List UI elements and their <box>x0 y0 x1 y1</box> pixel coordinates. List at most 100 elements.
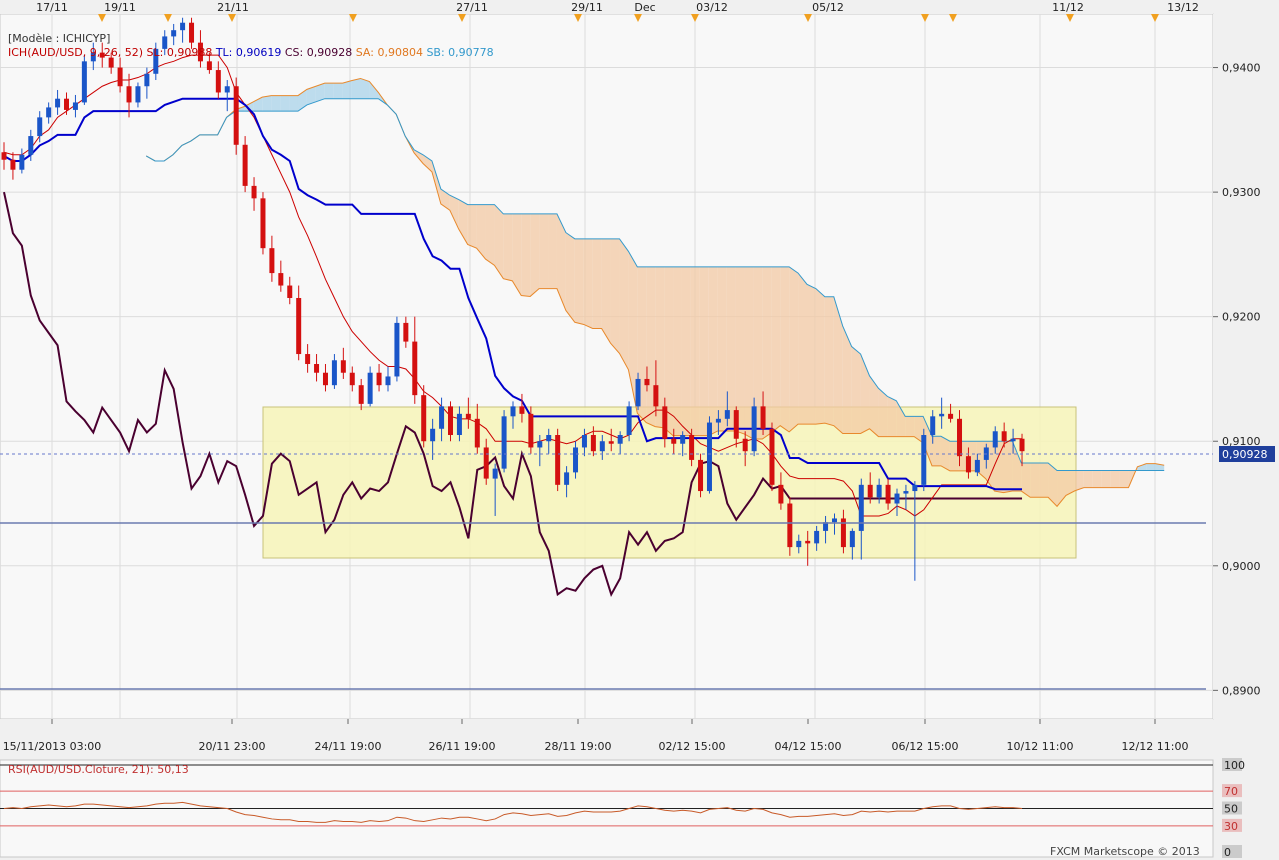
candle[interactable] <box>555 428 561 492</box>
candle[interactable] <box>948 403 954 423</box>
candle[interactable] <box>474 403 480 454</box>
candle[interactable] <box>340 347 346 379</box>
event-marker[interactable] <box>1066 14 1074 22</box>
candle[interactable] <box>322 364 328 392</box>
candle[interactable] <box>787 497 793 556</box>
candle[interactable] <box>644 366 650 392</box>
candle[interactable] <box>590 426 596 457</box>
candle[interactable] <box>215 61 221 99</box>
candle[interactable] <box>483 438 489 485</box>
candle[interactable] <box>930 410 936 444</box>
candle[interactable] <box>831 513 837 535</box>
candle[interactable] <box>573 441 579 479</box>
candle[interactable] <box>206 52 212 74</box>
candle[interactable] <box>537 435 543 467</box>
candle[interactable] <box>90 42 96 71</box>
candle[interactable] <box>37 111 43 143</box>
candle[interactable] <box>1 142 7 170</box>
candle[interactable] <box>546 428 552 454</box>
candle[interactable] <box>635 372 641 411</box>
candle[interactable] <box>189 17 195 49</box>
candle[interactable] <box>153 42 159 81</box>
candle[interactable] <box>564 466 570 498</box>
candle[interactable] <box>680 431 686 457</box>
time-axis[interactable] <box>0 719 1213 757</box>
candle[interactable] <box>698 453 704 498</box>
event-marker[interactable] <box>574 14 582 22</box>
event-marker[interactable] <box>228 14 236 22</box>
candle[interactable] <box>840 509 846 554</box>
candle[interactable] <box>1001 422 1007 448</box>
candle[interactable] <box>903 484 909 510</box>
candle[interactable] <box>733 406 739 448</box>
candle[interactable] <box>305 344 311 373</box>
candle[interactable] <box>957 410 963 467</box>
candle[interactable] <box>796 534 802 554</box>
candle[interactable] <box>171 23 177 46</box>
event-marker[interactable] <box>804 14 812 22</box>
candle[interactable] <box>385 366 391 392</box>
candle[interactable] <box>412 316 418 404</box>
candle[interactable] <box>706 416 712 494</box>
candle[interactable] <box>314 354 320 382</box>
candle[interactable] <box>805 530 811 566</box>
event-marker[interactable] <box>949 14 957 22</box>
candle[interactable] <box>814 525 820 551</box>
event-marker[interactable] <box>1151 14 1159 22</box>
candle[interactable] <box>715 410 721 436</box>
tenkan-line[interactable] <box>3 54 1023 517</box>
candle[interactable] <box>287 276 293 305</box>
kijun-line[interactable] <box>3 97 1023 491</box>
candle[interactable] <box>742 431 748 467</box>
candle[interactable] <box>894 488 900 516</box>
candle[interactable] <box>242 136 248 193</box>
candle[interactable] <box>99 42 105 68</box>
candle[interactable] <box>144 67 150 99</box>
candle[interactable] <box>46 102 52 124</box>
candle[interactable] <box>421 385 427 448</box>
candle[interactable] <box>608 428 614 452</box>
candle[interactable] <box>858 478 864 560</box>
candle[interactable] <box>599 435 605 460</box>
candle[interactable] <box>367 366 373 407</box>
event-marker[interactable] <box>921 14 929 22</box>
candle[interactable] <box>617 431 623 454</box>
candle[interactable] <box>456 406 462 442</box>
candle[interactable] <box>965 447 971 479</box>
main-plot-area[interactable] <box>0 13 1214 720</box>
candle[interactable] <box>439 397 445 442</box>
candle[interactable] <box>180 17 186 43</box>
candle[interactable] <box>296 285 302 361</box>
candle[interactable] <box>823 515 829 544</box>
candle[interactable] <box>376 364 382 392</box>
candle[interactable] <box>331 354 337 389</box>
candle[interactable] <box>162 30 168 56</box>
candle[interactable] <box>448 401 453 442</box>
candle[interactable] <box>689 428 695 467</box>
candle[interactable] <box>224 80 230 112</box>
candle[interactable] <box>233 77 239 155</box>
candle[interactable] <box>28 129 34 161</box>
candle[interactable] <box>430 418 436 460</box>
event-marker[interactable] <box>98 14 106 22</box>
candle[interactable] <box>492 463 498 516</box>
event-marker[interactable] <box>634 14 642 22</box>
candle[interactable] <box>349 366 355 392</box>
candle[interactable] <box>394 316 400 382</box>
rsi-line[interactable] <box>3 801 1023 823</box>
candle[interactable] <box>55 89 61 115</box>
candle[interactable] <box>1019 433 1025 467</box>
candle[interactable] <box>403 316 409 348</box>
price-axis[interactable] <box>1213 14 1279 719</box>
candle[interactable] <box>117 57 123 93</box>
candle[interactable] <box>528 406 534 454</box>
candle[interactable] <box>135 82 141 108</box>
candle[interactable] <box>867 472 873 504</box>
candle[interactable] <box>108 52 114 74</box>
candle[interactable] <box>626 401 632 442</box>
candle[interactable] <box>760 391 766 436</box>
candle[interactable] <box>662 397 668 448</box>
candle[interactable] <box>778 472 784 510</box>
candle[interactable] <box>912 481 918 581</box>
candle[interactable] <box>849 528 855 560</box>
